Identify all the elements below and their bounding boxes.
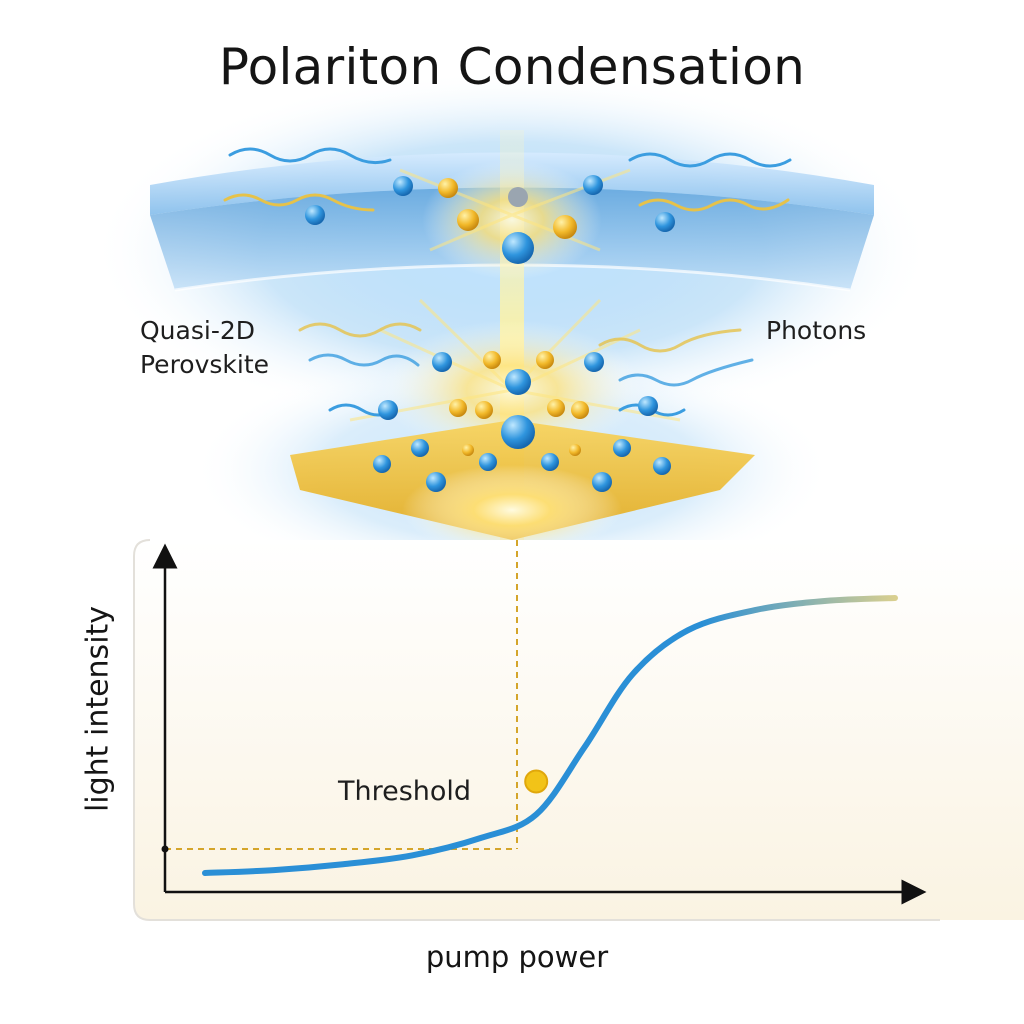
intensity-curve — [202, 595, 898, 876]
perovskite-label: Quasi-2D Perovskite — [140, 316, 270, 379]
y-axis-label: light intensity — [80, 605, 116, 813]
x-axis-label: pump power — [425, 940, 609, 974]
photon-waves — [223, 147, 792, 417]
page-title: Polariton Condensation — [218, 38, 806, 96]
y-axis-threshold-tick — [161, 845, 169, 853]
threshold-label: Threshold — [338, 776, 472, 807]
threshold-point — [524, 769, 549, 794]
polariton-particles — [305, 175, 675, 492]
photons-label: Photons — [766, 316, 867, 345]
chart-panel — [134, 540, 1024, 920]
